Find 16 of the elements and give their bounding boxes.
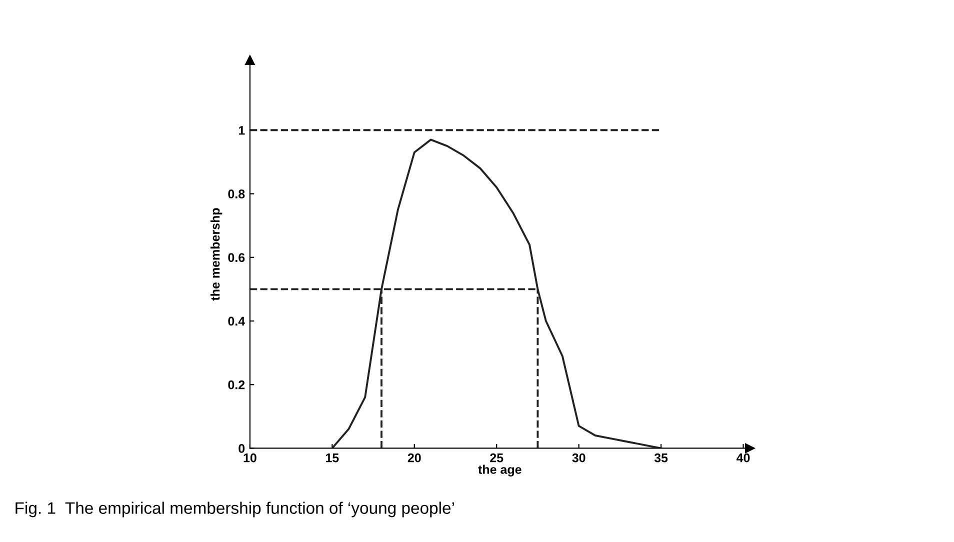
- y-tick-label: 1: [238, 126, 245, 135]
- x-tick-label: 20: [408, 453, 421, 462]
- y-tick-label: 0.6: [228, 253, 245, 262]
- y-tick-label: 0.8: [228, 190, 245, 198]
- x-tick-label: 30: [572, 453, 586, 462]
- x-tick-label: 15: [326, 454, 339, 462]
- x-tick-label: 25: [490, 453, 504, 462]
- x-tick-label: 10: [244, 453, 256, 462]
- caption: Fig. 1 The empirical membership function of ‘young people’: [16, 502, 454, 518]
- y-tick-label: 0.4: [228, 316, 246, 326]
- y-tick-label: 0.2: [228, 380, 245, 390]
- x-axis-title: the age: [478, 464, 522, 476]
- x-tick-label: 35: [654, 453, 668, 462]
- y-axis-title: the membershp: [210, 208, 222, 301]
- x-tick-label: 40: [736, 453, 750, 462]
- y-tick-label: 0: [238, 444, 245, 453]
